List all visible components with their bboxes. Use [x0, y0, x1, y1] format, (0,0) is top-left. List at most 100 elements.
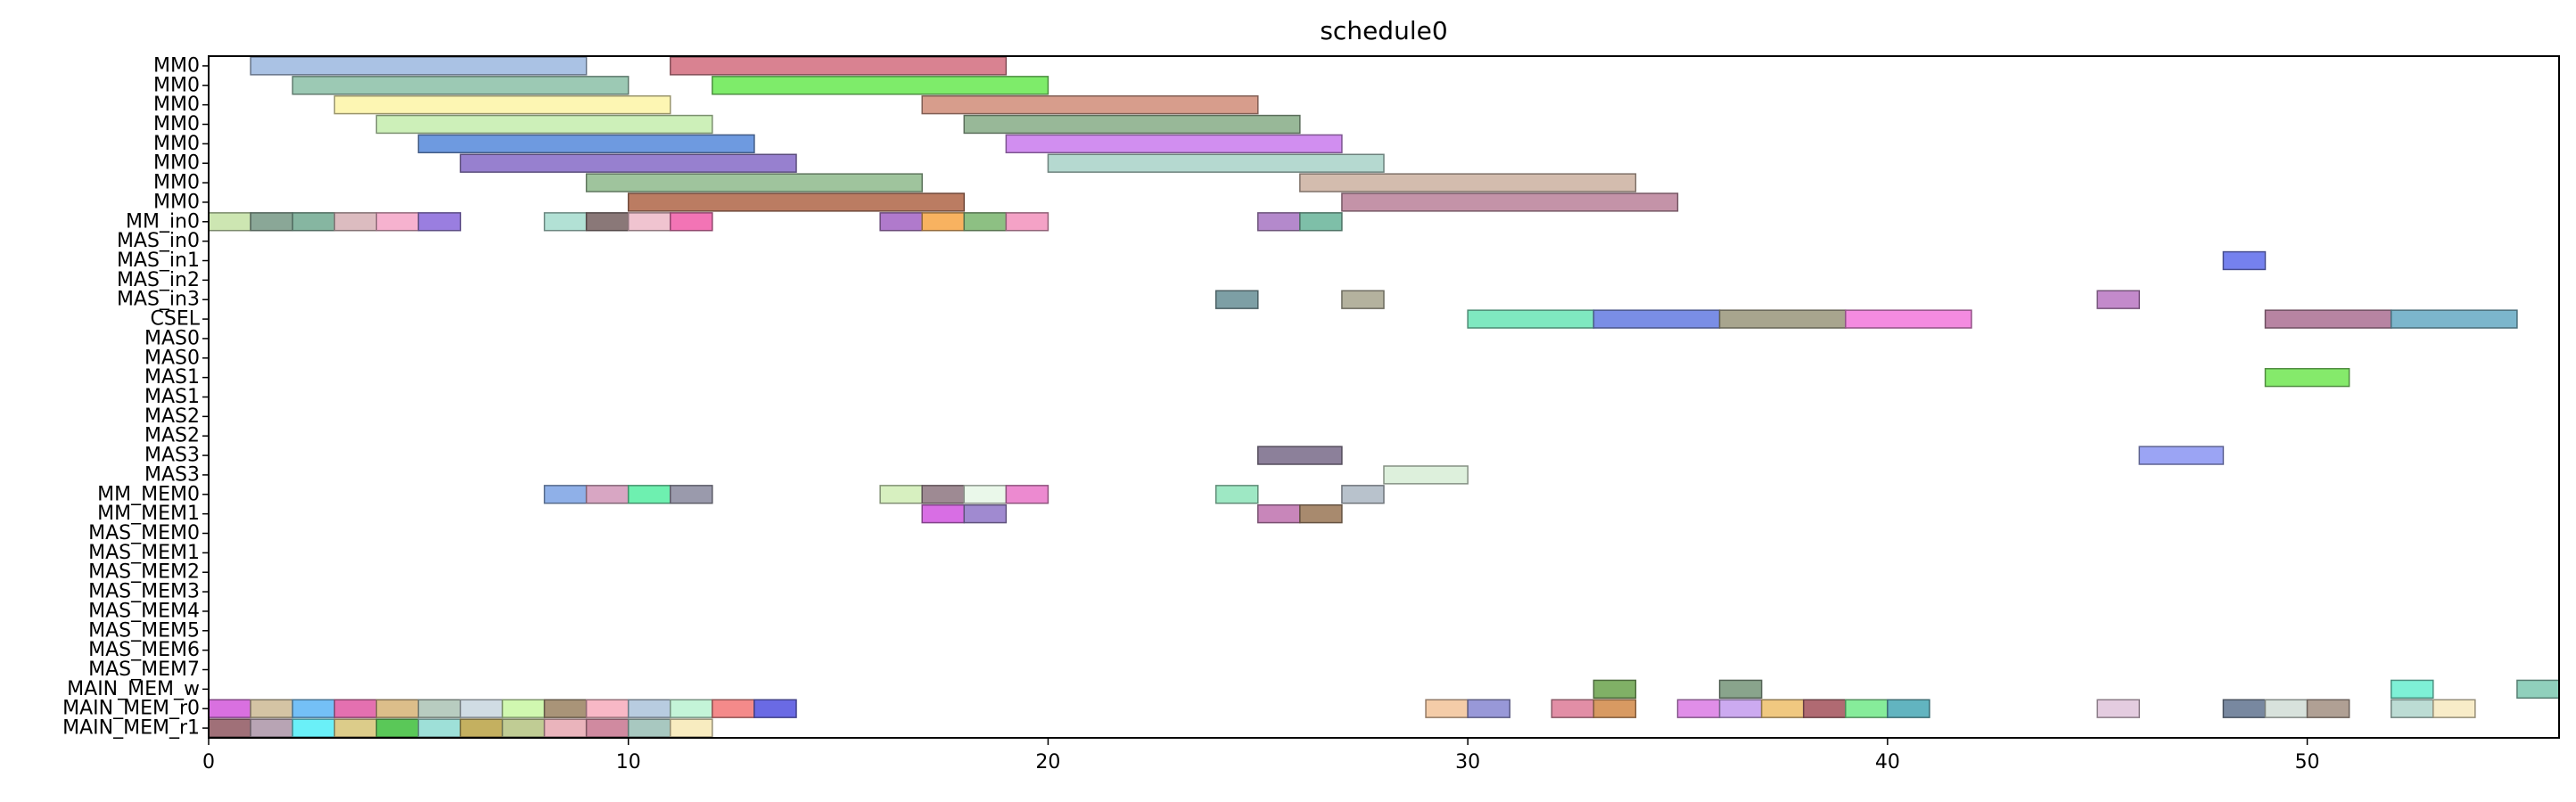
task-bar [1214, 290, 1259, 309]
task-bar [627, 485, 671, 504]
y-tick-label: MAS3 [144, 463, 200, 486]
y-tick-label: MAIN_MEM_r1 [62, 717, 200, 740]
x-tick-label: 0 [202, 751, 215, 773]
task-bar [2096, 290, 2141, 309]
task-bar [417, 212, 462, 232]
y-tick-label: MM_MEM1 [97, 503, 200, 525]
task-bar [1383, 465, 1469, 485]
task-bar [670, 699, 713, 718]
task-bar [1676, 699, 1721, 718]
x-tick-label: 30 [1455, 751, 1480, 773]
task-bar [1257, 446, 1343, 465]
task-bar [1005, 485, 1049, 504]
task-bar [1593, 679, 1637, 700]
y-axis-tick-labels: MM0MM0MM0MM0MM0MM0MM0MM0MM_in0MAS_in0MAS… [62, 54, 209, 740]
y-tick-label: MAS_in2 [117, 269, 200, 291]
task-bar [375, 212, 420, 232]
task-bar [879, 485, 923, 504]
task-bar [208, 699, 251, 718]
task-bar [1887, 699, 1930, 718]
task-bar [2432, 699, 2476, 718]
y-tick-label: MAS1 [144, 386, 200, 408]
task-bar [459, 153, 797, 173]
y-tick-label: MM_MEM0 [97, 483, 200, 505]
task-bar [585, 718, 630, 738]
task-bar [1718, 309, 1847, 329]
task-bar [1299, 503, 1343, 524]
task-bar [921, 94, 1259, 115]
task-bar [292, 76, 630, 95]
task-bar [1341, 485, 1385, 504]
task-bar [585, 212, 630, 232]
task-bar [501, 718, 546, 738]
task-bar [543, 699, 588, 718]
task-bar [1593, 309, 1721, 329]
task-bar [250, 212, 293, 232]
task-bar [333, 718, 378, 738]
task-bar [921, 212, 966, 232]
y-tick-label: MM0 [153, 74, 200, 96]
task-bar [1593, 699, 1637, 718]
y-tick-label: MAS_MEM4 [88, 600, 200, 622]
x-tick-label: 50 [2295, 751, 2320, 773]
task-bar [1845, 699, 1889, 718]
task-bar [375, 114, 713, 135]
y-tick-label: CSEL [151, 308, 201, 331]
task-bar [1718, 699, 1763, 718]
y-tick-label: MM0 [153, 133, 200, 155]
task-bar [2138, 446, 2225, 465]
task-bar [292, 718, 335, 738]
task-bar [333, 94, 671, 115]
y-tick-label: MAIN_MEM_r0 [62, 698, 200, 720]
task-bar [1845, 309, 1972, 329]
task-bar [543, 485, 588, 504]
task-bar [1047, 153, 1385, 173]
task-bar [1005, 134, 1343, 154]
task-bar [879, 212, 923, 232]
task-bar [417, 699, 462, 718]
y-tick-label: MAIN_MEM_w [67, 678, 200, 700]
plot-frame [208, 55, 2560, 739]
y-tick-label: MAS_in1 [117, 250, 200, 272]
task-bar [921, 503, 966, 524]
x-tick-label: 10 [616, 751, 641, 773]
y-tick-label: MAS0 [144, 347, 200, 369]
task-bar [627, 699, 671, 718]
task-bar [1005, 212, 1049, 232]
task-bar [543, 718, 588, 738]
task-bar [2516, 679, 2560, 700]
task-bar [2390, 309, 2518, 329]
task-bar [2096, 699, 2141, 718]
y-tick-label: MAS3 [144, 445, 200, 467]
task-bar [208, 718, 251, 738]
task-bar [1467, 309, 1595, 329]
task-bar [501, 699, 546, 718]
task-bar [333, 699, 378, 718]
y-tick-label: MM0 [153, 113, 200, 135]
y-tick-label: MAS_MEM0 [88, 522, 200, 544]
x-tick-label: 40 [1875, 751, 1900, 773]
task-bar [1341, 290, 1385, 309]
task-bar [2264, 367, 2350, 388]
task-bar [1760, 699, 1805, 718]
task-bar [2264, 699, 2309, 718]
y-tick-label: MM0 [153, 94, 200, 116]
y-tick-label: MM0 [153, 191, 200, 213]
task-bar [627, 192, 966, 212]
x-axis-tick-labels: 0 10 20 30 40 50 [202, 738, 2320, 773]
task-bar [375, 699, 420, 718]
y-tick-label: MM0 [153, 54, 200, 77]
task-bars [208, 56, 2560, 738]
task-bar [1551, 699, 1595, 718]
task-bar [627, 212, 671, 232]
task-bar [1257, 503, 1301, 524]
task-bar [963, 485, 1008, 504]
y-tick-label: MAS1 [144, 366, 200, 389]
task-bar [2264, 309, 2392, 329]
task-bar [712, 76, 1049, 95]
task-bar [250, 718, 293, 738]
task-bar [1299, 212, 1343, 232]
task-bar [292, 699, 335, 718]
task-bar [333, 212, 378, 232]
